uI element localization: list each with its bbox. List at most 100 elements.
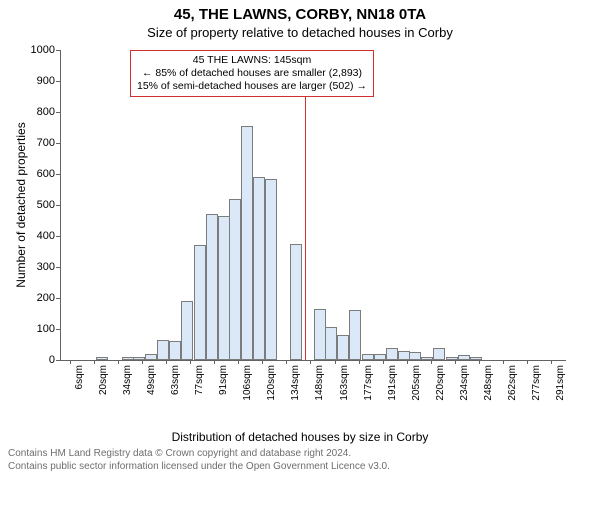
- xtick-mark: [70, 360, 71, 364]
- histogram-bar: [253, 177, 265, 360]
- xtick-mark: [166, 360, 167, 364]
- ytick-label: 400: [15, 230, 55, 242]
- ytick-mark: [56, 81, 60, 82]
- xtick-label: 106sqm: [242, 365, 253, 420]
- annotation-box: 45 THE LAWNS: 145sqm ← 85% of detached h…: [130, 50, 374, 97]
- histogram-bar: [194, 245, 206, 360]
- x-axis-label: Distribution of detached houses by size …: [0, 430, 600, 444]
- ytick-label: 700: [15, 137, 55, 149]
- xtick-label: 77sqm: [194, 365, 205, 420]
- annotation-line1: 45 THE LAWNS: 145sqm: [137, 54, 367, 67]
- ytick-label: 200: [15, 292, 55, 304]
- histogram-bar: [409, 352, 421, 360]
- ytick-label: 100: [15, 323, 55, 335]
- xtick-label: 63sqm: [170, 365, 181, 420]
- histogram-bar: [241, 126, 253, 360]
- histogram-bar: [374, 354, 386, 360]
- title-sub: Size of property relative to detached ho…: [0, 25, 600, 40]
- xtick-label: 163sqm: [339, 365, 350, 420]
- histogram-bar: [96, 357, 108, 360]
- xtick-mark: [383, 360, 384, 364]
- xtick-label: 234sqm: [459, 365, 470, 420]
- histogram-bar: [337, 335, 349, 360]
- xtick-label: 49sqm: [146, 365, 157, 420]
- ytick-mark: [56, 205, 60, 206]
- histogram-bar: [470, 357, 482, 360]
- xtick-mark: [407, 360, 408, 364]
- ytick-label: 300: [15, 261, 55, 273]
- ytick-mark: [56, 174, 60, 175]
- histogram-bar: [169, 341, 181, 360]
- histogram-bar: [122, 357, 134, 360]
- xtick-label: 34sqm: [122, 365, 133, 420]
- histogram-bar: [314, 309, 326, 360]
- ytick-label: 500: [15, 199, 55, 211]
- xtick-label: 177sqm: [363, 365, 374, 420]
- histogram-bar: [133, 357, 145, 360]
- xtick-mark: [214, 360, 215, 364]
- histogram-bar: [181, 301, 193, 360]
- title-main: 45, THE LAWNS, CORBY, NN18 0TA: [0, 6, 600, 23]
- xtick-mark: [190, 360, 191, 364]
- histogram-bar: [229, 199, 241, 360]
- ytick-mark: [56, 360, 60, 361]
- xtick-label: 134sqm: [290, 365, 301, 420]
- ytick-mark: [56, 112, 60, 113]
- xtick-label: 6sqm: [74, 365, 85, 420]
- xtick-mark: [118, 360, 119, 364]
- histogram-bar: [349, 310, 361, 360]
- ytick-label: 1000: [15, 44, 55, 56]
- xtick-mark: [238, 360, 239, 364]
- xtick-label: 191sqm: [387, 365, 398, 420]
- ytick-label: 800: [15, 106, 55, 118]
- xtick-mark: [479, 360, 480, 364]
- annotation-line3: 15% of semi-detached houses are larger (…: [137, 80, 367, 93]
- histogram-bar: [398, 351, 410, 360]
- xtick-label: 120sqm: [266, 365, 277, 420]
- histogram-bar: [386, 348, 398, 360]
- ytick-mark: [56, 329, 60, 330]
- footer-line2: Contains public sector information licen…: [8, 461, 592, 474]
- footer-line1: Contains HM Land Registry data © Crown c…: [8, 448, 592, 461]
- histogram-bar: [325, 327, 337, 360]
- histogram-bar: [218, 216, 230, 360]
- xtick-mark: [503, 360, 504, 364]
- ytick-mark: [56, 298, 60, 299]
- xtick-label: 205sqm: [411, 365, 422, 420]
- footer: Contains HM Land Registry data © Crown c…: [0, 444, 600, 473]
- xtick-mark: [142, 360, 143, 364]
- xtick-mark: [335, 360, 336, 364]
- xtick-label: 248sqm: [483, 365, 494, 420]
- chart-container: Number of detached properties 0100200300…: [0, 40, 600, 430]
- histogram-bar: [446, 357, 458, 360]
- xtick-mark: [286, 360, 287, 364]
- xtick-label: 20sqm: [98, 365, 109, 420]
- histogram-bar: [362, 354, 374, 360]
- ytick-mark: [56, 267, 60, 268]
- xtick-label: 291sqm: [555, 365, 566, 420]
- xtick-mark: [310, 360, 311, 364]
- ytick-label: 900: [15, 75, 55, 87]
- xtick-mark: [551, 360, 552, 364]
- ytick-mark: [56, 50, 60, 51]
- histogram-bar: [265, 179, 277, 360]
- xtick-mark: [455, 360, 456, 364]
- xtick-label: 148sqm: [314, 365, 325, 420]
- xtick-label: 220sqm: [435, 365, 446, 420]
- histogram-bar: [458, 355, 470, 360]
- histogram-bar: [433, 348, 445, 360]
- ytick-mark: [56, 143, 60, 144]
- xtick-label: 262sqm: [507, 365, 518, 420]
- ytick-label: 0: [15, 354, 55, 366]
- xtick-mark: [94, 360, 95, 364]
- histogram-bar: [145, 354, 157, 360]
- xtick-label: 91sqm: [218, 365, 229, 420]
- xtick-mark: [359, 360, 360, 364]
- xtick-label: 277sqm: [531, 365, 542, 420]
- histogram-bar: [206, 214, 218, 360]
- xtick-mark: [527, 360, 528, 364]
- annotation-line2: ← 85% of detached houses are smaller (2,…: [137, 67, 367, 80]
- xtick-mark: [431, 360, 432, 364]
- histogram-bar: [290, 244, 302, 360]
- xtick-mark: [262, 360, 263, 364]
